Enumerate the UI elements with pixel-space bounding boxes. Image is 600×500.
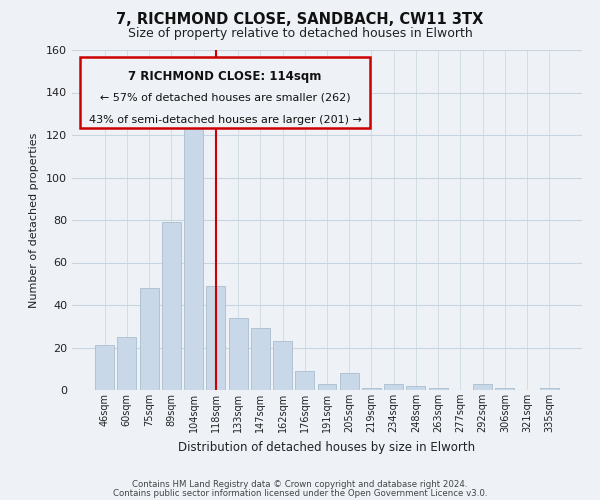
- Bar: [340, 373, 359, 390]
- Bar: [184, 122, 203, 390]
- Text: Size of property relative to detached houses in Elworth: Size of property relative to detached ho…: [128, 28, 472, 40]
- Bar: [540, 388, 559, 390]
- Bar: [384, 384, 403, 390]
- FancyBboxPatch shape: [80, 57, 370, 128]
- Text: 43% of semi-detached houses are larger (201) →: 43% of semi-detached houses are larger (…: [89, 114, 361, 124]
- Text: Contains HM Land Registry data © Crown copyright and database right 2024.: Contains HM Land Registry data © Crown c…: [132, 480, 468, 489]
- Bar: [295, 371, 314, 390]
- Bar: [317, 384, 337, 390]
- Bar: [273, 341, 292, 390]
- Text: 7 RICHMOND CLOSE: 114sqm: 7 RICHMOND CLOSE: 114sqm: [128, 70, 322, 84]
- Text: Contains public sector information licensed under the Open Government Licence v3: Contains public sector information licen…: [113, 488, 487, 498]
- Y-axis label: Number of detached properties: Number of detached properties: [29, 132, 39, 308]
- Bar: [362, 388, 381, 390]
- X-axis label: Distribution of detached houses by size in Elworth: Distribution of detached houses by size …: [178, 440, 476, 454]
- Bar: [406, 386, 425, 390]
- Bar: [95, 346, 114, 390]
- Text: 7, RICHMOND CLOSE, SANDBACH, CW11 3TX: 7, RICHMOND CLOSE, SANDBACH, CW11 3TX: [116, 12, 484, 28]
- Bar: [162, 222, 181, 390]
- Bar: [118, 337, 136, 390]
- Bar: [206, 286, 225, 390]
- Bar: [251, 328, 270, 390]
- Bar: [496, 388, 514, 390]
- Bar: [473, 384, 492, 390]
- Text: ← 57% of detached houses are smaller (262): ← 57% of detached houses are smaller (26…: [100, 92, 350, 102]
- Bar: [229, 318, 248, 390]
- Bar: [429, 388, 448, 390]
- Bar: [140, 288, 158, 390]
